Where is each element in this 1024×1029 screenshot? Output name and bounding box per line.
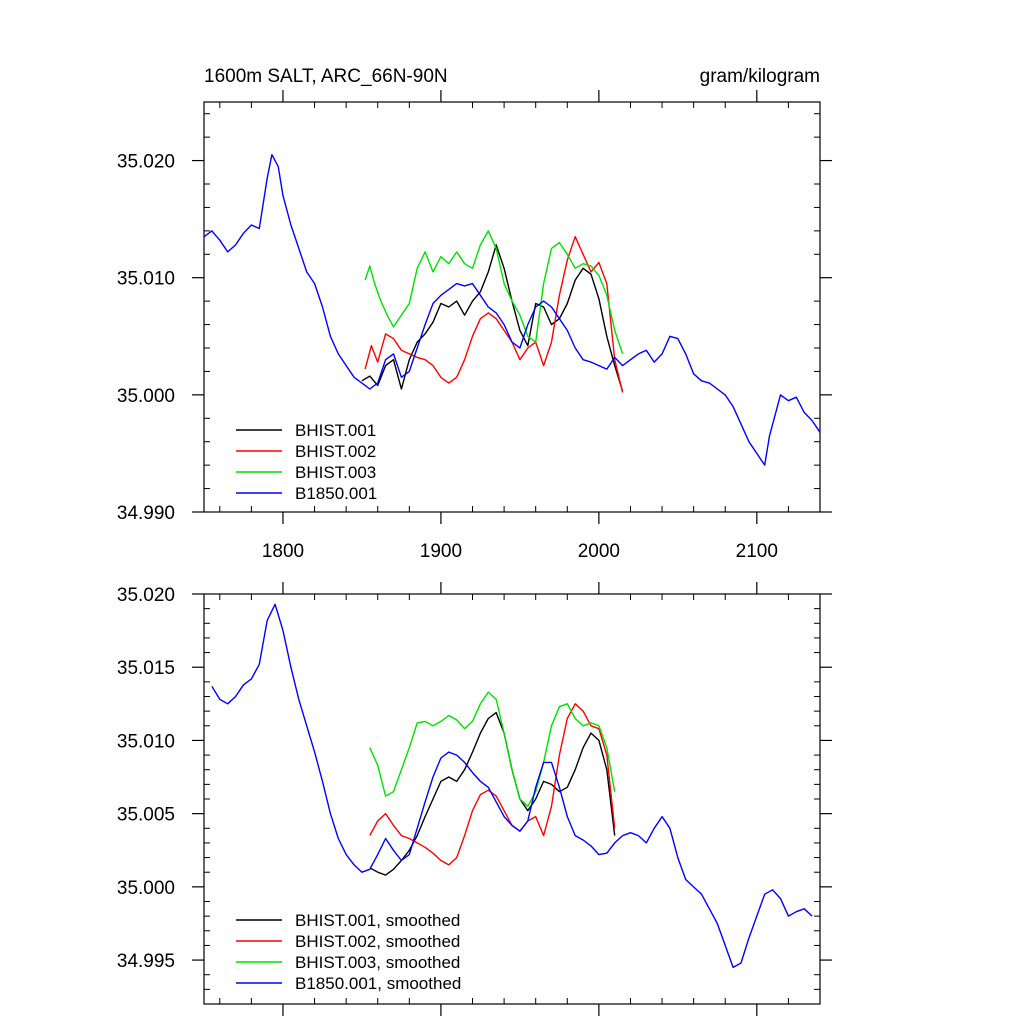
bottom-panel: 34.995 35.000 35.005 35.010 35.015 35.020 BHIS… (117, 582, 832, 1016)
legend-label: BHIST.003 (295, 463, 376, 482)
figure-title: 1600m SALT, ARC_66N-90N (204, 66, 448, 87)
x-tick-label: 1800 (262, 541, 304, 562)
legend-label: BHIST.001 (295, 421, 376, 440)
x-tick-label: 1900 (420, 541, 462, 562)
top-panel: 1800 1900 2000 2100 34.990 35.000 35.010 35.020… (117, 90, 832, 562)
series-line (361, 244, 624, 392)
legend-label: BHIST.002, smoothed (295, 932, 460, 951)
y-tick-label: 35.015 (117, 658, 175, 679)
series-line (204, 153, 820, 466)
y-tick-label: 35.010 (117, 731, 175, 752)
y-tick-label: 35.020 (117, 152, 175, 173)
y-tick-label: 34.995 (117, 951, 175, 972)
y-tick-label: 35.010 (117, 269, 175, 290)
legend-label: B1850.001 (295, 484, 377, 503)
legend-label: B1850.001, smoothed (295, 974, 461, 993)
legend-label: BHIST.001, smoothed (295, 911, 460, 930)
units-label: gram/kilogram (700, 66, 820, 87)
series-line (369, 691, 616, 807)
y-tick-label: 35.005 (117, 805, 175, 826)
series-line (211, 603, 813, 969)
x-tick-label: 2100 (736, 541, 778, 562)
legend-label: BHIST.003, smoothed (295, 953, 460, 972)
plot-frame (203, 593, 821, 1005)
series-line (364, 235, 624, 393)
y-tick-label: 34.990 (117, 503, 175, 524)
x-tick-label: 2000 (578, 541, 620, 562)
legend-label: BHIST.002 (295, 442, 376, 461)
series-line (364, 230, 624, 355)
y-tick-label: 35.020 (117, 585, 175, 606)
y-tick-label: 35.000 (117, 386, 175, 407)
series-line (369, 703, 616, 866)
plot-frame (203, 101, 821, 513)
y-tick-label: 35.000 (117, 878, 175, 899)
